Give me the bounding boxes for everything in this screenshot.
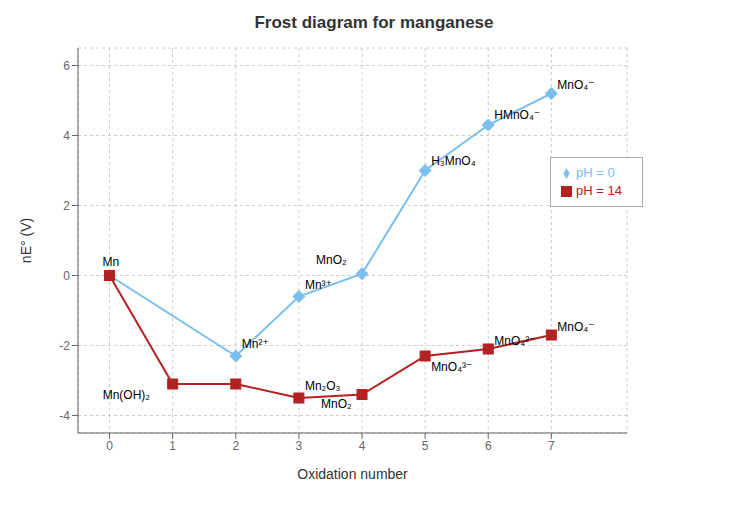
svg-text:MnO₄³⁻: MnO₄³⁻ [431, 360, 472, 374]
html-text:pH = 14: pH = 14 [576, 183, 622, 198]
svg-text:-2: -2 [59, 339, 70, 353]
svg-text:1: 1 [169, 439, 176, 453]
html-text:Frost diagram for manganese: Frost diagram for manganese [254, 13, 494, 32]
svg-text:HMnO₄⁻: HMnO₄⁻ [494, 108, 540, 122]
svg-text:0: 0 [63, 269, 70, 283]
svg-text:Mn²⁺: Mn²⁺ [242, 337, 269, 351]
svg-text:MnO₄²⁻: MnO₄²⁻ [494, 334, 535, 348]
svg-text:-4: -4 [59, 409, 70, 423]
svg-text:Mn³⁺: Mn³⁺ [305, 278, 332, 292]
svg-text:Mn(OH)₂: Mn(OH)₂ [103, 388, 151, 402]
svg-text:6: 6 [485, 439, 492, 453]
svg-text:6: 6 [63, 59, 70, 73]
svg-text:nE° (V): nE° (V) [18, 218, 34, 263]
svg-text:4: 4 [63, 129, 70, 143]
svg-text:4: 4 [359, 439, 366, 453]
svg-text:3: 3 [296, 439, 303, 453]
html-text:pH = 0: pH = 0 [576, 165, 615, 180]
svg-text:0: 0 [106, 439, 113, 453]
svg-text:7: 7 [548, 439, 555, 453]
svg-text:2: 2 [63, 199, 70, 213]
svg-text:Oxidation number: Oxidation number [297, 466, 408, 482]
svg-text:MnO₂: MnO₂ [316, 253, 347, 267]
svg-text:Mn₂O₃: Mn₂O₃ [305, 379, 341, 393]
svg-text:H₃MnO₄: H₃MnO₄ [431, 154, 476, 168]
svg-text:MnO₂: MnO₂ [321, 397, 352, 411]
svg-text:MnO₄⁻: MnO₄⁻ [557, 320, 594, 334]
svg-text:5: 5 [422, 439, 429, 453]
svg-text:2: 2 [232, 439, 239, 453]
svg-text:MnO₄⁻: MnO₄⁻ [557, 78, 594, 92]
svg-text:Mn: Mn [103, 255, 120, 269]
